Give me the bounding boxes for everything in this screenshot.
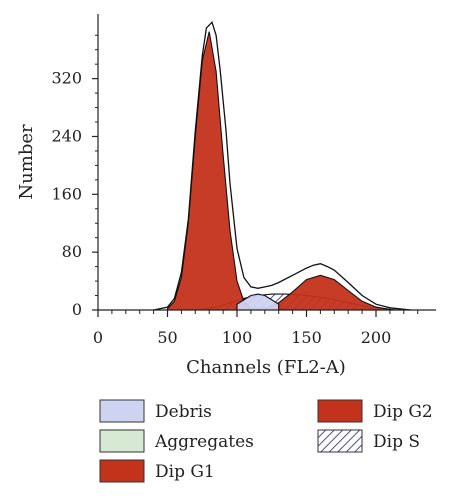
x-tick-label: 150 — [291, 328, 322, 347]
legend-label: Dip G1 — [155, 462, 215, 482]
legend: Debris Aggregates Dip G1 Dip G2 Dip S — [99, 399, 433, 483]
legend-swatch — [99, 459, 145, 483]
series-dip-g1 — [166, 31, 252, 311]
legend-item-debris: Debris — [99, 399, 212, 423]
series-debris — [236, 293, 280, 311]
legend-label: Dip G2 — [373, 402, 433, 422]
x-axis-title: Channels (FL2-A) — [186, 357, 346, 378]
legend-swatch — [99, 399, 145, 423]
x-tick-label: 0 — [93, 328, 103, 347]
y-axis-title: Number — [16, 124, 37, 200]
model-envelope-line — [153, 20, 411, 311]
y-tick-label: 160 — [51, 184, 82, 203]
legend-label: Dip S — [373, 432, 420, 452]
legend-item-dip-s: Dip S — [317, 429, 420, 453]
legend-label: Debris — [155, 402, 212, 422]
series-dip-g2 — [264, 274, 391, 311]
x-tick-label: 50 — [157, 328, 177, 347]
x-tick-label: 100 — [222, 328, 253, 347]
legend-item-dip-g1: Dip G1 — [99, 459, 215, 483]
y-tick-label: 320 — [51, 69, 82, 88]
plot-area — [153, 20, 411, 311]
y-tick-label: 240 — [51, 126, 82, 145]
legend-item-dip-g2: Dip G2 — [317, 399, 433, 423]
legend-swatch — [317, 429, 363, 453]
legend-swatch — [99, 429, 145, 453]
y-tick-label: 0 — [72, 300, 82, 319]
legend-swatch — [317, 399, 363, 423]
x-ticks: 0 50 100 150 200 — [93, 310, 419, 347]
legend-item-aggregates: Aggregates — [99, 429, 254, 453]
y-tick-label: 80 — [62, 242, 82, 261]
y-ticks: 0 80 160 240 320 — [51, 34, 98, 319]
legend-label: Aggregates — [154, 432, 254, 452]
x-tick-label: 200 — [361, 328, 392, 347]
